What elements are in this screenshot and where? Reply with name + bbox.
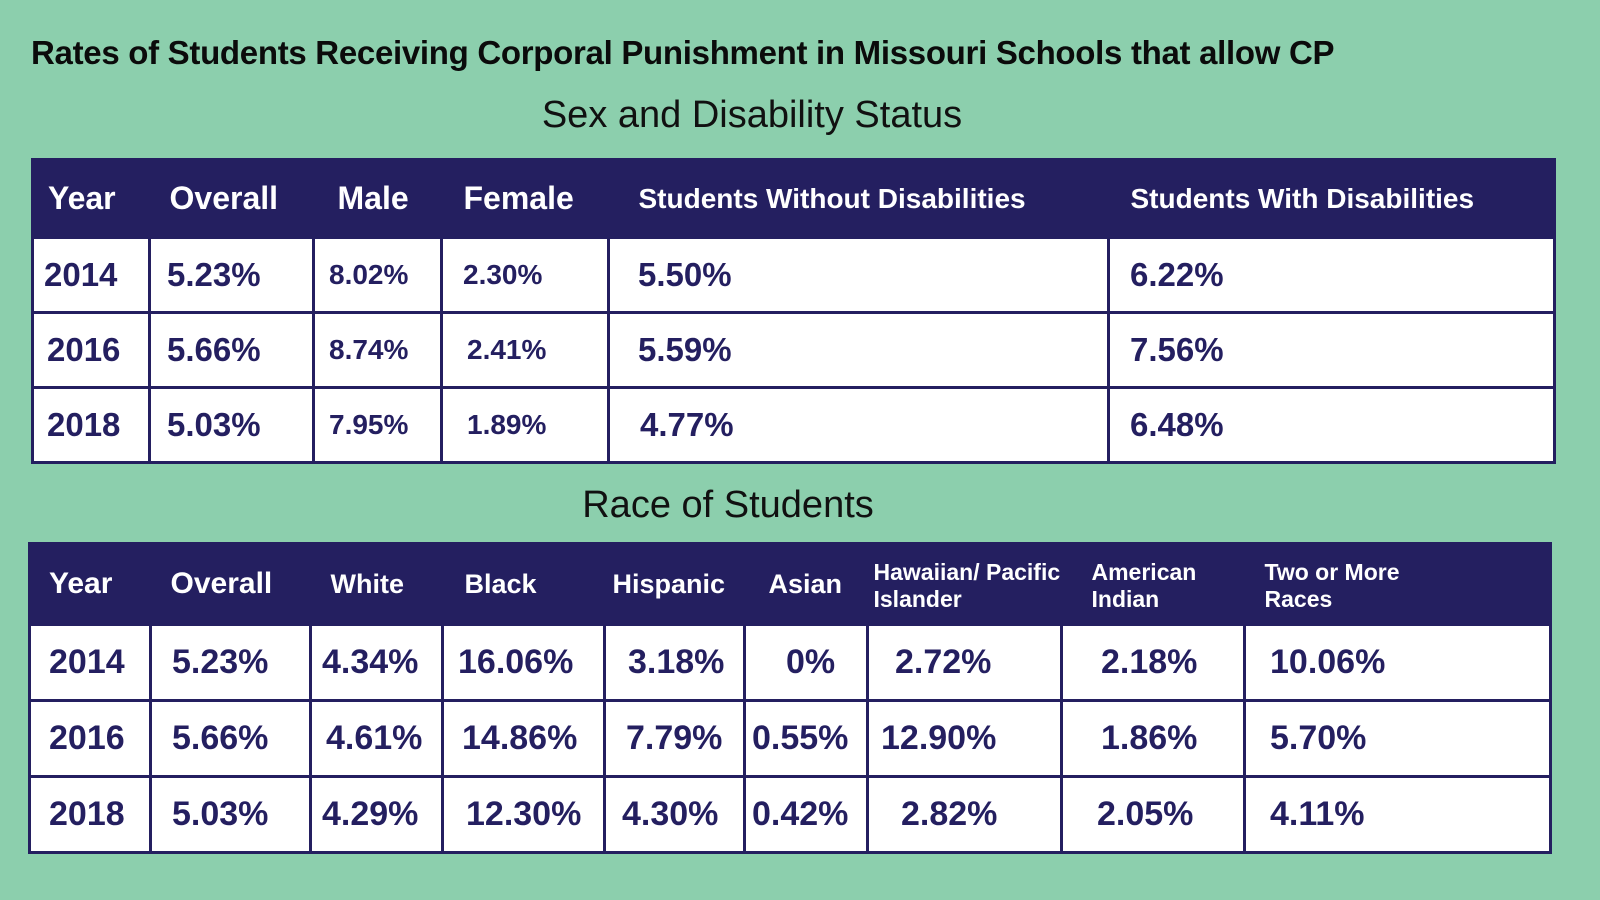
- sex-disability-table: Year Overall Male Female Students Withou…: [31, 158, 1556, 464]
- cell-overall: 5.23%: [149, 623, 312, 702]
- cell-two-or-more-races: 4.11%: [1243, 775, 1552, 854]
- cell-male: 8.02%: [312, 236, 443, 314]
- cell-overall: 5.66%: [148, 311, 315, 389]
- table-header-row: Year Overall White Black Hispanic Asian …: [29, 543, 1551, 625]
- header-hispanic: Hispanic: [604, 543, 745, 625]
- table-row: 2018 5.03% 4.29% 12.30% 4.30% 0.42% 2.82…: [28, 775, 1552, 854]
- cell-overall: 5.23%: [148, 236, 315, 314]
- cell-with-disabilities: 6.22%: [1107, 236, 1556, 314]
- cell-white: 4.61%: [309, 699, 444, 778]
- cell-without-disabilities: 4.77%: [607, 386, 1110, 464]
- header-without-disabilities: Students Without Disabilities: [608, 159, 1109, 238]
- cell-with-disabilities: 7.56%: [1107, 311, 1556, 389]
- cell-year: 2016: [28, 699, 152, 778]
- cell-without-disabilities: 5.59%: [607, 311, 1110, 389]
- header-asian: Asian: [744, 543, 868, 625]
- header-female: Female: [441, 159, 609, 238]
- cell-hawaiian-pacific-islander: 12.90%: [866, 699, 1063, 778]
- cell-black: 14.86%: [441, 699, 606, 778]
- table-row: 2016 5.66% 8.74% 2.41% 5.59% 7.56%: [31, 311, 1556, 389]
- cell-with-disabilities: 6.48%: [1107, 386, 1556, 464]
- cell-female: 2.30%: [440, 236, 610, 314]
- cell-year: 2018: [31, 386, 151, 464]
- cell-hispanic: 3.18%: [603, 623, 746, 702]
- cell-two-or-more-races: 5.70%: [1243, 699, 1552, 778]
- cell-asian: 0.55%: [743, 699, 869, 778]
- table-row: 2016 5.66% 4.61% 14.86% 7.79% 0.55% 12.9…: [28, 699, 1552, 778]
- cell-year: 2014: [28, 623, 152, 702]
- header-white: White: [310, 543, 443, 625]
- header-hawaiian-pacific-islander: Hawaiian/ Pacific Islander: [867, 543, 1062, 625]
- cell-male: 7.95%: [312, 386, 443, 464]
- cell-hawaiian-pacific-islander: 2.72%: [866, 623, 1063, 702]
- header-black: Black: [442, 543, 605, 625]
- cell-hispanic: 7.79%: [603, 699, 746, 778]
- cell-year: 2018: [28, 775, 152, 854]
- header-two-or-more-races: Two or More Races: [1244, 543, 1551, 625]
- cell-american-indian: 2.18%: [1060, 623, 1246, 702]
- header-overall: Overall: [149, 159, 314, 238]
- cell-asian: 0%: [743, 623, 869, 702]
- cell-american-indian: 2.05%: [1060, 775, 1246, 854]
- cell-two-or-more-races: 10.06%: [1243, 623, 1552, 702]
- race-table: Year Overall White Black Hispanic Asian …: [28, 542, 1552, 854]
- table-row: 2014 5.23% 4.34% 16.06% 3.18% 0% 2.72% 2…: [28, 623, 1552, 702]
- cell-american-indian: 1.86%: [1060, 699, 1246, 778]
- header-year: Year: [32, 159, 150, 238]
- table-header-row: Year Overall Male Female Students Withou…: [32, 159, 1555, 238]
- cell-hispanic: 4.30%: [603, 775, 746, 854]
- cell-overall: 5.03%: [149, 775, 312, 854]
- cell-white: 4.34%: [309, 623, 444, 702]
- cell-overall: 5.66%: [149, 699, 312, 778]
- cell-female: 1.89%: [440, 386, 610, 464]
- cell-male: 8.74%: [312, 311, 443, 389]
- cell-asian: 0.42%: [743, 775, 869, 854]
- cell-female: 2.41%: [440, 311, 610, 389]
- header-overall: Overall: [150, 543, 311, 625]
- page-title: Rates of Students Receiving Corporal Pun…: [31, 34, 1335, 71]
- cell-hawaiian-pacific-islander: 2.82%: [866, 775, 1063, 854]
- race-subtitle: Race of Students: [582, 484, 874, 526]
- cell-black: 16.06%: [441, 623, 606, 702]
- cell-white: 4.29%: [309, 775, 444, 854]
- sex-disability-subtitle: Sex and Disability Status: [541, 94, 963, 136]
- header-male: Male: [313, 159, 442, 238]
- header-year: Year: [29, 543, 151, 625]
- header-with-disabilities: Students With Disabilities: [1108, 159, 1555, 238]
- cell-without-disabilities: 5.50%: [607, 236, 1110, 314]
- cell-year: 2016: [31, 311, 151, 389]
- cell-year: 2014: [31, 236, 151, 314]
- table-row: 2014 5.23% 8.02% 2.30% 5.50% 6.22%: [31, 236, 1556, 314]
- cell-overall: 5.03%: [148, 386, 315, 464]
- table-row: 2018 5.03% 7.95% 1.89% 4.77% 6.48%: [31, 386, 1556, 464]
- header-american-indian: American Indian: [1061, 543, 1245, 625]
- cell-black: 12.30%: [441, 775, 606, 854]
